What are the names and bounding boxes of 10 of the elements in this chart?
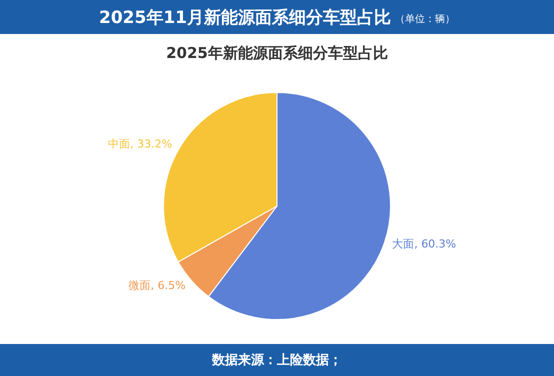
chart-subtitle: （单位：辆） [394,12,455,26]
data-label: , 60.3% [414,237,456,250]
chart-title: 2025年11月新能源面系细分车型占比 [99,6,391,28]
slice-label: 中面 [108,138,130,151]
source-note: 数据来源：上险数据； [0,344,554,376]
text: 2025年新能源面系细分车型占比 [165,44,389,63]
data-label: , 33.2% [130,138,172,151]
slice-label: 微面 [128,278,151,292]
data-label: , 6.5% [150,278,186,292]
slice-label: 大面 [392,237,414,250]
